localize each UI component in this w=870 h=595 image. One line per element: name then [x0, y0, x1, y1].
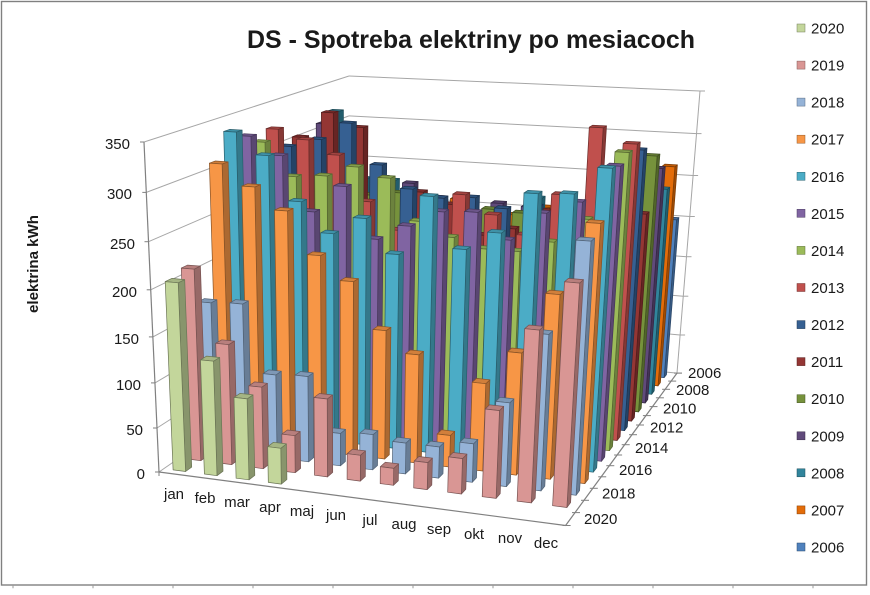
- svg-text:2012: 2012: [650, 420, 683, 437]
- svg-text:2015: 2015: [811, 206, 844, 223]
- svg-text:2018: 2018: [602, 486, 635, 503]
- svg-text:jun: jun: [325, 507, 346, 524]
- svg-text:2012: 2012: [811, 317, 844, 334]
- svg-text:2014: 2014: [811, 243, 844, 260]
- svg-text:2016: 2016: [619, 462, 652, 479]
- svg-text:okt: okt: [464, 526, 485, 543]
- svg-text:2010: 2010: [811, 391, 844, 408]
- svg-text:jan: jan: [163, 486, 184, 503]
- svg-text:2010: 2010: [663, 400, 696, 417]
- svg-text:2008: 2008: [811, 465, 844, 482]
- svg-text:50: 50: [126, 422, 143, 439]
- svg-text:2006: 2006: [811, 540, 844, 557]
- svg-text:2006: 2006: [688, 365, 721, 382]
- svg-text:200: 200: [112, 284, 137, 301]
- svg-text:2008: 2008: [676, 382, 709, 399]
- svg-text:2007: 2007: [811, 502, 844, 519]
- svg-text:2020: 2020: [811, 21, 844, 38]
- svg-text:350: 350: [105, 136, 130, 153]
- svg-text:aug: aug: [391, 516, 416, 533]
- svg-text:elektrina kWh: elektrina kWh: [26, 215, 42, 313]
- svg-text:apr: apr: [259, 499, 281, 516]
- svg-text:2016: 2016: [811, 169, 844, 186]
- svg-text:2020: 2020: [584, 511, 617, 528]
- svg-text:DS - Spotreba elektriny po mes: DS - Spotreba elektriny po mesiacoch: [247, 26, 695, 54]
- svg-text:jul: jul: [361, 512, 377, 529]
- svg-text:2019: 2019: [811, 58, 844, 75]
- svg-text:2011: 2011: [811, 354, 843, 371]
- svg-text:2018: 2018: [811, 95, 844, 112]
- svg-text:sep: sep: [427, 521, 451, 538]
- svg-text:150: 150: [114, 331, 139, 348]
- svg-text:2014: 2014: [635, 440, 668, 457]
- svg-text:0: 0: [137, 466, 145, 483]
- svg-text:2013: 2013: [811, 280, 844, 297]
- svg-text:2009: 2009: [811, 428, 844, 445]
- svg-text:dec: dec: [534, 535, 559, 552]
- svg-text:nov: nov: [498, 530, 523, 547]
- svg-text:100: 100: [116, 377, 141, 394]
- svg-text:300: 300: [107, 186, 132, 203]
- svg-text:maj: maj: [290, 503, 314, 520]
- svg-text:250: 250: [110, 236, 135, 253]
- svg-text:2017: 2017: [811, 132, 844, 149]
- svg-text:mar: mar: [224, 494, 250, 511]
- svg-text:feb: feb: [195, 490, 216, 507]
